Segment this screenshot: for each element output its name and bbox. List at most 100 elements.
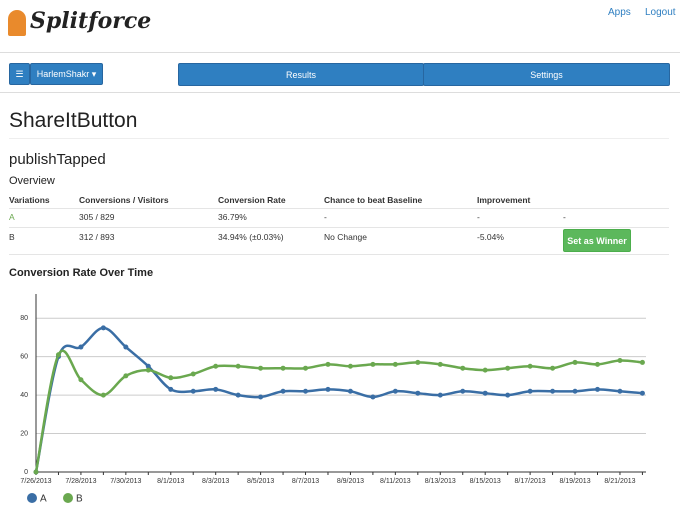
point [595, 361, 600, 367]
point [617, 388, 623, 394]
point [168, 386, 174, 392]
x-tick-label: 8/17/2013 [515, 478, 546, 485]
point [415, 359, 421, 365]
point [595, 386, 600, 392]
point [572, 388, 578, 394]
tab[interactable]: Results [178, 63, 424, 86]
x-tick-label: 8/19/2013 [559, 478, 590, 485]
row-divider [9, 254, 669, 255]
point [527, 388, 533, 394]
point [325, 386, 331, 392]
series-line [34, 349, 643, 473]
legend-label: B [76, 494, 83, 505]
point [78, 344, 84, 350]
point [460, 388, 466, 394]
row-divider [9, 208, 669, 209]
x-tick-label: 8/3/2013 [202, 478, 229, 485]
point [550, 388, 556, 394]
chart: 0 20 40 60 80 7/26/2013 7/28/2013 7/30/2013 8/1/… [20, 294, 646, 505]
nav-link[interactable]: Apps [608, 7, 631, 18]
point [280, 388, 286, 394]
x-tick-label: 8/1/2013 [157, 478, 184, 485]
table-header: Conversions / Visitors [79, 195, 169, 205]
point [437, 361, 443, 367]
tab[interactable]: Settings [423, 63, 670, 86]
point [347, 388, 353, 394]
x-tick-label: 8/9/2013 [337, 478, 364, 485]
legend-swatch [63, 493, 73, 503]
point [123, 373, 129, 379]
x-tick-label: 8/11/2013 [380, 478, 411, 485]
point [392, 388, 398, 394]
table-header: Variations [9, 195, 50, 205]
point [639, 390, 645, 396]
point [550, 365, 556, 371]
y-tick-label: 20 [20, 430, 28, 437]
y-tick-label: 0 [24, 469, 28, 476]
table-cell: No Change [324, 232, 368, 242]
table-header: Conversion Rate [218, 195, 286, 205]
point [639, 359, 645, 365]
point [303, 365, 309, 371]
point [303, 388, 309, 394]
table-cell: - [477, 212, 480, 222]
table-cell: 312 / 893 [79, 232, 115, 242]
point [190, 388, 196, 394]
point [617, 358, 623, 364]
point [437, 392, 443, 398]
point [460, 365, 466, 371]
table-cell: 36.79% [218, 212, 247, 222]
point [347, 363, 353, 369]
y-tick-label: 40 [20, 392, 28, 399]
point [100, 325, 106, 331]
x-tick-label: 8/13/2013 [425, 478, 456, 485]
x-tick-label: 7/26/2013 [20, 478, 51, 485]
point [190, 371, 196, 377]
point [482, 367, 488, 373]
divider [0, 92, 680, 93]
logo-icon [8, 10, 26, 36]
table-cell: 34.94% (±0.03%) [218, 232, 284, 242]
app-name: HarlemShakr [36, 69, 90, 79]
point [370, 361, 376, 367]
logo[interactable]: Splitforce [30, 8, 152, 34]
x-tick-label: 8/5/2013 [247, 478, 274, 485]
point [235, 392, 241, 398]
x-tick-label: 7/28/2013 [65, 478, 96, 485]
point [123, 344, 129, 350]
set-winner-button[interactable]: Set as Winner [563, 229, 631, 252]
table-cell: - [324, 212, 327, 222]
page-title: ShareItButton [9, 109, 138, 132]
section-title: Overview [9, 175, 55, 187]
app-dropdown[interactable]: HarlemShakr ▾ [30, 63, 103, 85]
divider [9, 138, 669, 139]
point [258, 365, 264, 371]
row-divider [9, 227, 669, 228]
table-header: Chance to beat Baseline [324, 195, 423, 205]
series-line [34, 326, 643, 473]
table-cell: A [9, 212, 15, 222]
point [258, 394, 264, 400]
point [235, 363, 241, 369]
menu-button[interactable]: ☰ [9, 63, 30, 85]
point [505, 365, 511, 371]
point [415, 390, 421, 396]
point [145, 363, 151, 369]
point [482, 390, 488, 396]
table-header: Improvement [477, 195, 531, 205]
legend-label: A [40, 494, 47, 505]
point [370, 394, 376, 400]
event-name: publishTapped [9, 151, 106, 168]
nav-link[interactable]: Logout [645, 7, 676, 18]
x-tick-label: 7/30/2013 [110, 478, 141, 485]
y-tick-label: 80 [20, 315, 28, 322]
point [325, 361, 331, 367]
point [572, 359, 578, 365]
x-tick-label: 8/7/2013 [292, 478, 319, 485]
point [33, 469, 39, 475]
point [100, 392, 106, 398]
y-tick-label: 60 [20, 354, 28, 361]
x-tick-label: 8/15/2013 [470, 478, 501, 485]
point [213, 363, 219, 369]
